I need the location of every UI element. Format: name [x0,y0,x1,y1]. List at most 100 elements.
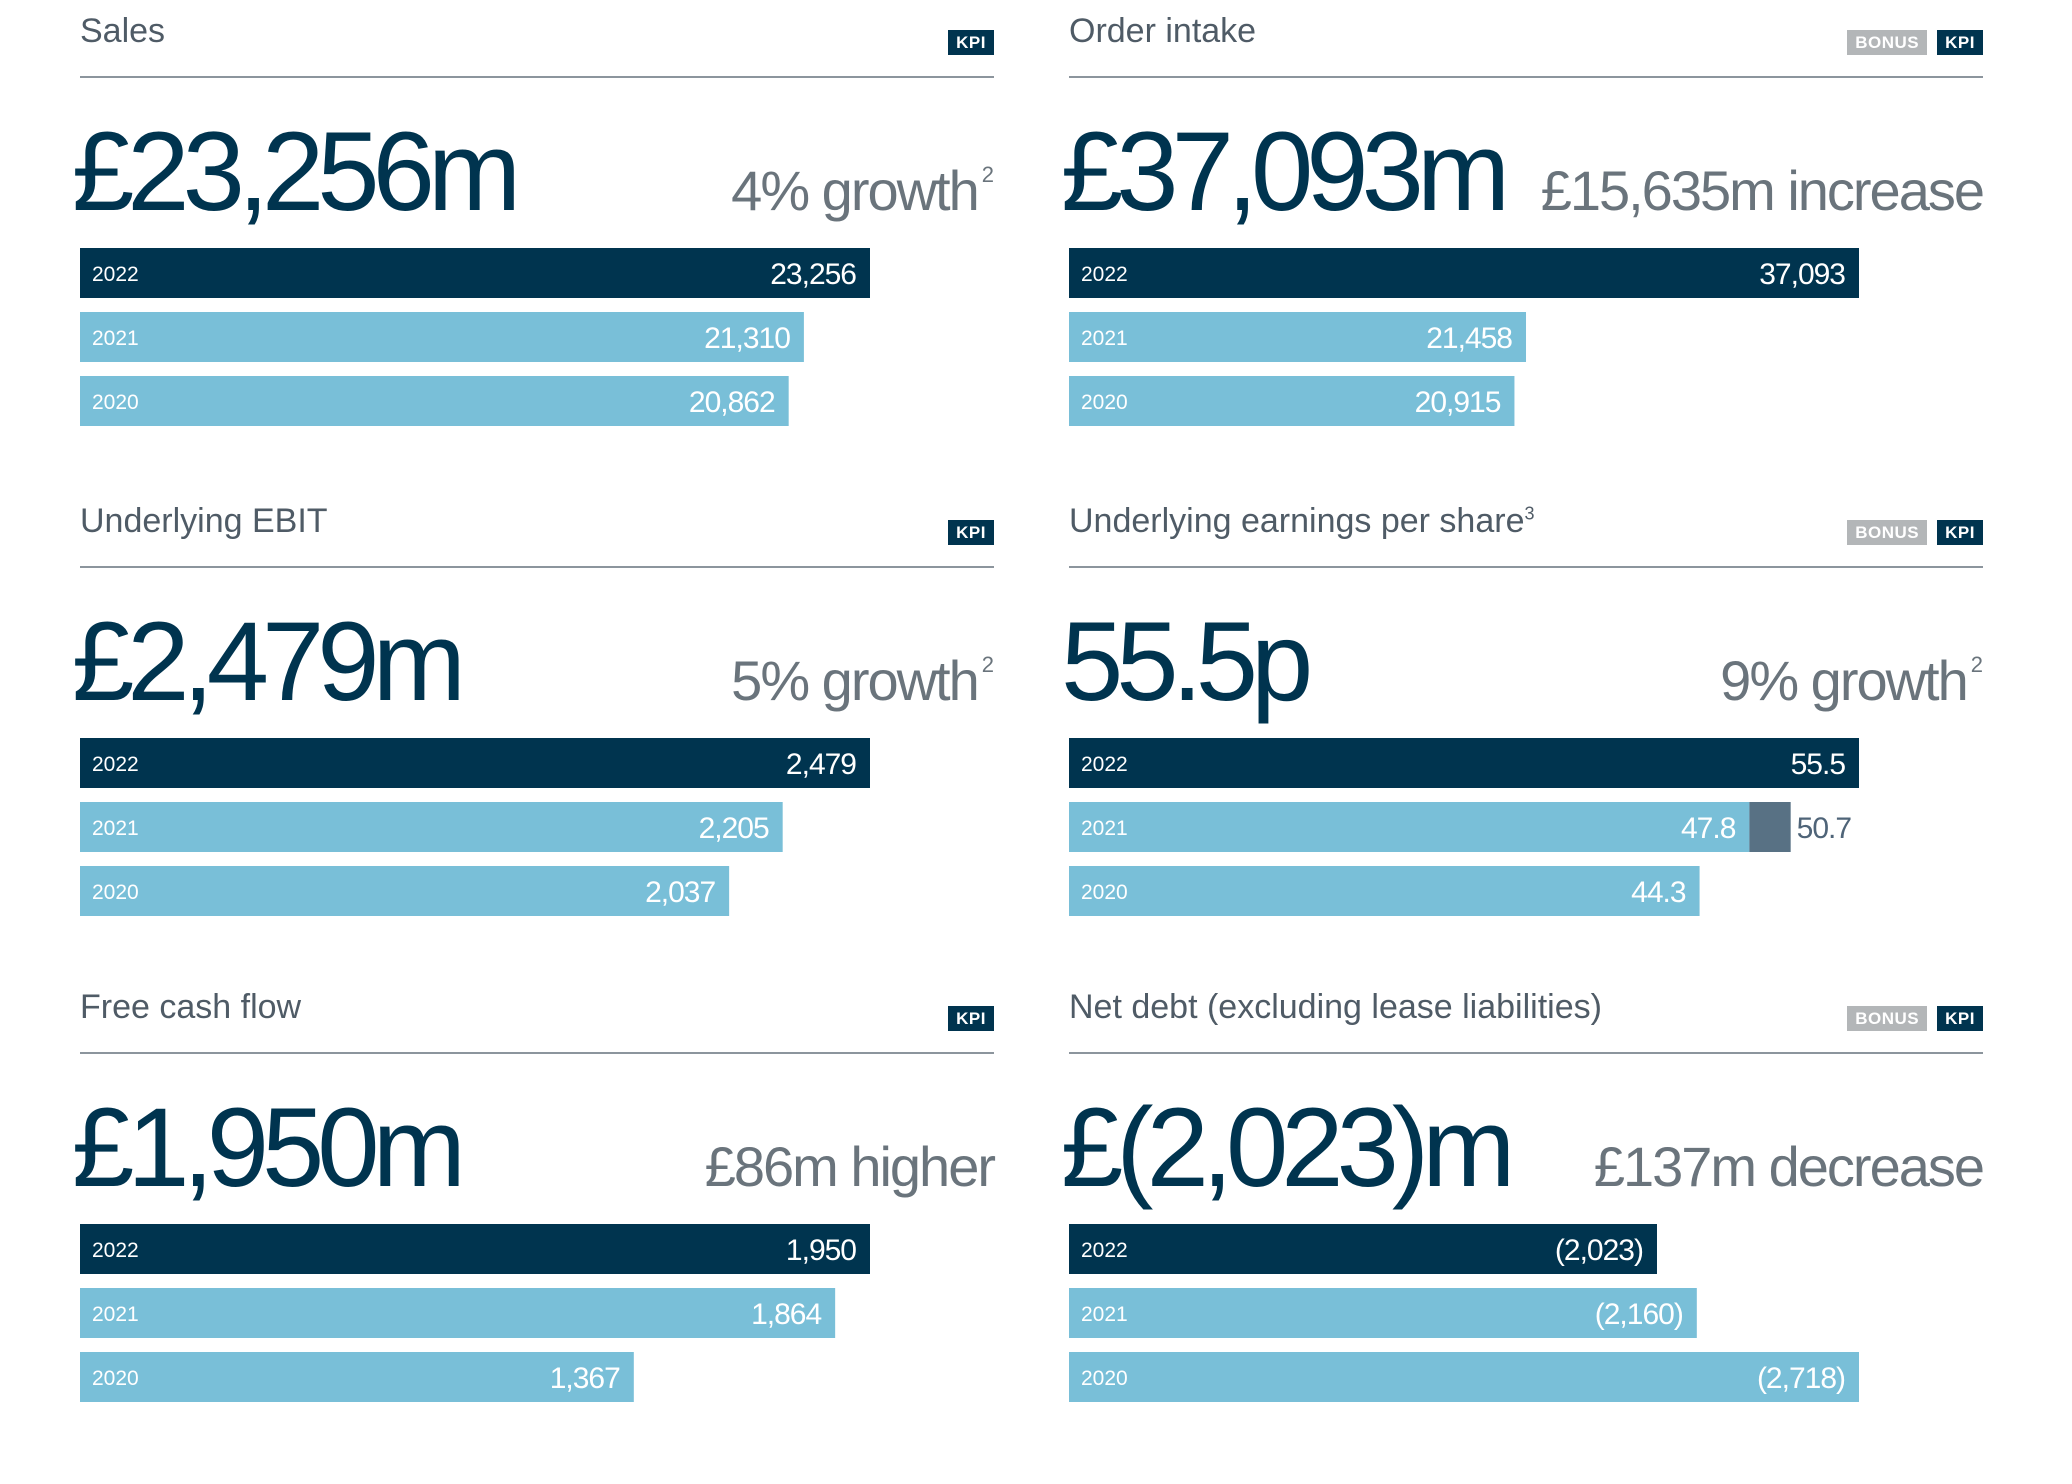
bar-year-label: 2020 [92,881,139,904]
bar-chart: 2022 37,093 2021 21,458 2020 20,915 [1069,248,1859,426]
bar-2021 [80,802,783,852]
headline-value: £1,950m [72,1085,466,1210]
bar-value-label: 21,310 [704,322,790,355]
headline-value: £(2,023)m [1061,1085,1515,1210]
bar-2021 [1069,802,1750,852]
panel-order-intake: Order intake BONUS KPI £37,093m £15,635m… [1061,0,1985,432]
bar-year-label: 2022 [1081,263,1128,286]
change-text: 5% growth 2 [731,649,994,712]
bar-chart: 2022 2,479 2021 2,205 2020 2,037 [80,738,870,916]
change-text: £137m decrease [1593,1135,1985,1198]
panel-header: Sales KPI [80,0,994,78]
bar-value-label: 21,458 [1426,322,1512,355]
bar-2020 [1069,866,1700,916]
bar-2022 [80,738,870,788]
panel-title: Net debt (excluding lease liabilities) [1069,988,1602,1026]
bar-year-label: 2022 [92,753,139,776]
bar-2020 [1069,1352,1859,1402]
bar-year-label: 2022 [92,263,139,286]
kpi-badge: KPI [948,30,994,55]
kpi-badge: KPI [948,1006,994,1031]
panel-net-debt: Net debt (excluding lease liabilities) B… [1061,976,1985,1408]
headline-value: £2,479m [72,599,466,724]
footnote-marker: 2 [1970,652,1983,677]
badges: BONUS KPI [1847,1006,1983,1031]
bar-year-label: 2021 [1081,817,1128,840]
panel-header: Net debt (excluding lease liabilities) B… [1069,976,1983,1054]
panel-header: Free cash flow KPI [80,976,994,1054]
bar-value-label: 20,862 [689,386,775,419]
bar-year-label: 2022 [1081,753,1128,776]
headline-value: £23,256m [72,109,521,234]
panel-sales: Sales KPI £23,256m 4% growth 2 2022 23,256… [72,0,994,432]
bar-value-label: 20,915 [1415,386,1501,419]
change-text: 9% growth 2 [1720,649,1983,712]
bar-value-label: (2,718) [1757,1362,1845,1395]
bar-value-label: 47.8 [1681,812,1736,845]
kpi-badge: KPI [1937,1006,1983,1031]
bar-value-label: 1,864 [751,1298,821,1331]
bar-2021 [80,312,804,362]
panel-title: Order intake [1069,12,1257,50]
panel-header: Underlying earnings per share3 BONUS KPI [1069,490,1983,568]
bar-year-label: 2021 [92,327,139,350]
panel-header: Order intake BONUS KPI [1069,0,1983,78]
bar-2020 [1069,376,1515,426]
headline: £1,950m £86m higher [72,1054,996,1224]
bar-year-label: 2020 [1081,391,1128,414]
bar-year-label: 2020 [92,1367,139,1390]
bar-extension-2021 [1749,802,1791,852]
kpi-badge: KPI [1937,30,1983,55]
change-text: £86m higher [704,1135,996,1198]
bar-value-label: 37,093 [1759,258,1845,291]
bonus-badge: BONUS [1847,30,1928,55]
bar-year-label: 2020 [1081,881,1128,904]
headline-value: £37,093m [1061,109,1510,234]
bar-year-label: 2022 [1081,1239,1128,1262]
bar-value-label: (2,160) [1595,1298,1683,1331]
headline: £23,256m 4% growth 2 [72,78,994,248]
panel-free-cash-flow: Free cash flow KPI £1,950m £86m higher 2… [72,976,996,1408]
bar-year-label: 2020 [92,391,139,414]
bar-2020 [80,1352,634,1402]
bar-2021 [80,1288,836,1338]
change-text: 4% growth 2 [731,159,994,222]
badges: KPI [948,30,994,55]
headline: 55.5p 9% growth 2 [1061,568,1983,738]
bar-2022 [1069,248,1859,298]
bar-value-label: 2,037 [645,876,715,909]
badges: KPI [948,1006,994,1031]
bar-year-label: 2021 [1081,327,1128,350]
bar-value-label: 23,256 [770,258,856,291]
headline-value: 55.5p [1061,599,1313,724]
panel-title: Underlying earnings per share3 [1069,502,1535,540]
badges: KPI [948,520,994,545]
bar-value-label: 2,479 [786,748,856,781]
bar-chart: 2022 55.5 2021 47.8 50.7 2020 44.3 [1069,738,1859,916]
bar-year-label: 2021 [92,817,139,840]
bonus-badge: BONUS [1847,520,1928,545]
bar-year-label: 2020 [1081,1367,1128,1390]
bar-value-label: 55.5 [1791,748,1846,781]
bar-2022 [80,248,870,298]
bar-value-label: 2,205 [699,812,769,845]
panel-title: Underlying EBIT [80,502,328,540]
bar-chart: 2022 23,256 2021 21,310 2020 20,862 [80,248,870,426]
bar-2022 [1069,738,1859,788]
bar-value-label: 1,950 [786,1234,856,1267]
footnote-marker: 3 [1524,503,1535,524]
bar-2022 [80,1224,870,1274]
bar-2020 [80,866,730,916]
bar-value-label: 1,367 [550,1362,620,1395]
bonus-badge: BONUS [1847,1006,1928,1031]
bar-2021 [1069,1288,1697,1338]
panel-title: Free cash flow [80,988,302,1026]
bar-chart: 2022 1,950 2021 1,864 2020 1,367 [80,1224,870,1402]
headline: £37,093m £15,635m increase [1061,78,1985,248]
kpi-badge: KPI [948,520,994,545]
bar-2021 [1069,312,1527,362]
headline: £(2,023)m £137m decrease [1061,1054,1985,1224]
badges: BONUS KPI [1847,520,1983,545]
panel-title: Sales [80,12,166,50]
